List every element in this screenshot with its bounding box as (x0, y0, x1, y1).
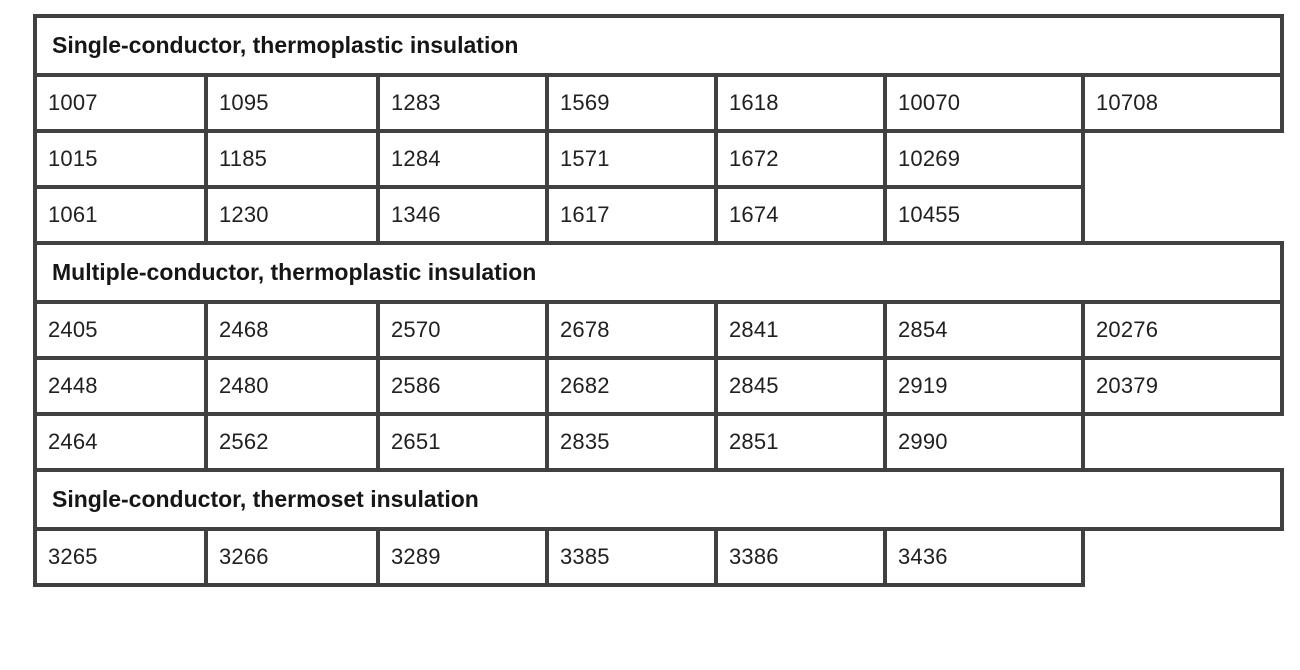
table-cell: 2854 (883, 300, 1085, 360)
table-cell: 1618 (714, 73, 887, 133)
table-cell: 2480 (204, 356, 380, 416)
table-cell: 2562 (204, 412, 380, 472)
table-cell: 1346 (376, 185, 549, 245)
table-cell: 10455 (883, 185, 1085, 245)
wire-style-numbers-table: Single-conductor, thermoplastic insulati… (32, 14, 1285, 587)
table-cell: 3289 (376, 527, 549, 587)
table-cell: 2835 (545, 412, 718, 472)
table-row: 3265 3266 3289 3385 3386 3436 (33, 527, 1282, 587)
table-cell: 1284 (376, 129, 549, 189)
table-cell: 20276 (1080, 300, 1285, 360)
table-row: 1007 1095 1283 1569 1618 10070 10708 (33, 73, 1285, 133)
table-body: Single-conductor, thermoplastic insulati… (32, 14, 1285, 587)
table-cell: 1571 (545, 129, 718, 189)
table-cell: 1015 (33, 129, 208, 189)
table-cell: 1230 (204, 185, 380, 245)
table-cell: 2851 (714, 412, 887, 472)
table-cell: 1569 (545, 73, 718, 133)
table-row: 2464 2562 2651 2835 2851 2990 (33, 412, 1282, 472)
table-cell: 2448 (33, 356, 208, 416)
table-row: 2405 2468 2570 2678 2841 2854 20276 (33, 300, 1285, 360)
table-cell: 1185 (204, 129, 380, 189)
table-cell: 1617 (545, 185, 718, 245)
table-row: 1061 1230 1346 1617 1674 10455 (33, 185, 1282, 245)
table-cell: 3265 (33, 527, 208, 587)
table-cell: 3386 (714, 527, 887, 587)
section-header-row: Single-conductor, thermoplastic insulati… (32, 14, 1285, 77)
section-header: Single-conductor, thermoplastic insulati… (32, 14, 1285, 77)
table-cell: 10708 (1080, 73, 1285, 133)
table-cell: 2586 (376, 356, 549, 416)
table-cell: 3436 (883, 527, 1085, 587)
table-cell: 2678 (545, 300, 718, 360)
table-cell: 3266 (204, 527, 380, 587)
table-cell: 3385 (545, 527, 718, 587)
table-cell: 1061 (33, 185, 208, 245)
section-header-row: Multiple-conductor, thermoplastic insula… (32, 241, 1285, 304)
table-cell: 2845 (714, 356, 887, 416)
table-cell: 2468 (204, 300, 380, 360)
table-cell: 2570 (376, 300, 549, 360)
table-cell: 2464 (33, 412, 208, 472)
table-cell: 1674 (714, 185, 887, 245)
table-cell: 2990 (883, 412, 1085, 472)
table-cell: 2405 (33, 300, 208, 360)
section-header-row: Single-conductor, thermoset insulation (32, 468, 1285, 531)
table-cell: 10070 (883, 73, 1085, 133)
table-cell: 1672 (714, 129, 887, 189)
table-cell: 2651 (376, 412, 549, 472)
table-cell: 1007 (33, 73, 208, 133)
table-cell: 2682 (545, 356, 718, 416)
table-cell: 2841 (714, 300, 887, 360)
table-cell: 1283 (376, 73, 549, 133)
table-cell: 2919 (883, 356, 1085, 416)
table-cell: 10269 (883, 129, 1085, 189)
table-row: 2448 2480 2586 2682 2845 2919 20379 (33, 356, 1285, 416)
table-cell: 1095 (204, 73, 380, 133)
section-header: Single-conductor, thermoset insulation (32, 468, 1285, 531)
section-header: Multiple-conductor, thermoplastic insula… (32, 241, 1285, 304)
table-row: 1015 1185 1284 1571 1672 10269 (33, 129, 1282, 189)
table-cell: 20379 (1080, 356, 1285, 416)
